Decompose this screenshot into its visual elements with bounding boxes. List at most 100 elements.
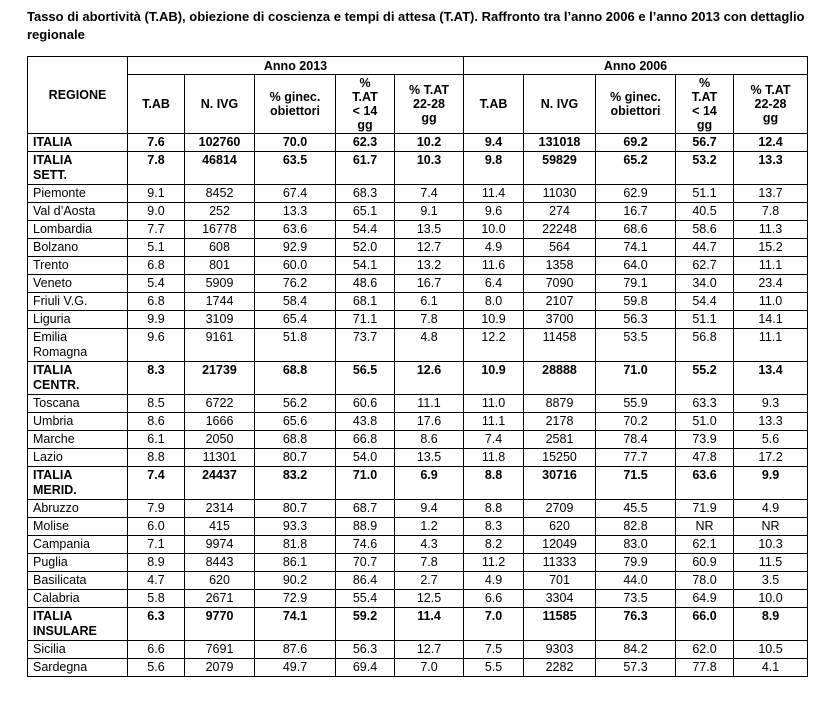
document-page: Tasso di abortività (T.AB), obiezione di… [27,9,809,677]
data-cell-2006-4: 11.5 [733,553,809,572]
data-cell-2013-2: 65.6 [254,412,336,431]
data-cell-2006-3: 77.8 [675,658,735,677]
region-cell: Calabria [27,589,128,608]
data-cell-2013-3: 71.1 [335,310,395,329]
column-header-2006-1: N. IVG [523,74,597,134]
region-cell: ITALIA SETT. [27,151,128,185]
data-cell-2013-3: 54.4 [335,220,395,239]
data-cell-2006-4: 17.2 [733,448,809,467]
data-cell-2013-2: 86.1 [254,553,336,572]
data-cell-2006-4: 9.3 [733,394,809,413]
region-cell: Marche [27,430,128,449]
data-cell-2013-3: 61.7 [335,151,395,185]
data-cell-2013-3: 69.4 [335,658,395,677]
data-cell-2006-3: 44.7 [675,238,735,257]
data-cell-2006-1: 11030 [523,184,597,203]
data-cell-2013-2: 68.8 [254,430,336,449]
data-cell-2013-0: 9.0 [127,202,185,221]
data-cell-2006-1: 15250 [523,448,597,467]
data-cell-2006-2: 71.0 [595,361,677,395]
data-cell-2013-4: 7.8 [393,553,465,572]
region-cell: Toscana [27,394,128,413]
data-cell-2006-4: 12.4 [733,133,809,152]
data-cell-2006-0: 4.9 [463,571,525,590]
data-cell-2006-3: 40.5 [675,202,735,221]
data-cell-2013-3: 86.4 [335,571,395,590]
data-cell-2013-0: 7.8 [127,151,185,185]
data-cell-2006-3: 62.0 [675,640,735,659]
data-cell-2006-4: 7.8 [733,202,809,221]
data-cell-2013-4: 6.9 [393,466,465,500]
data-cell-2006-3: 51.0 [675,412,735,431]
data-cell-2006-2: 79.9 [595,553,677,572]
data-cell-2006-3: 64.9 [675,589,735,608]
table-row: Liguria 9.9 3109 65.4 71.1 7.8 10.9 3700 56.3 51.… [27,310,809,329]
data-cell-2013-2: 63.6 [254,220,336,239]
data-cell-2013-1: 24437 [184,466,255,500]
region-column-header: REGIONE [27,56,128,134]
data-cell-2013-1: 2671 [184,589,255,608]
data-cell-2013-1: 102760 [184,133,255,152]
data-cell-2013-0: 7.4 [127,466,185,500]
region-cell: Puglia [27,553,128,572]
region-cell: Veneto [27,274,128,293]
data-cell-2013-2: 81.8 [254,535,336,554]
table-row: Sardegna 5.6 2079 49.7 69.4 7.0 5.5 2282 57.3 77.… [27,658,809,677]
data-cell-2013-4: 7.8 [393,310,465,329]
data-cell-2013-1: 11301 [184,448,255,467]
data-cell-2013-3: 43.8 [335,412,395,431]
data-cell-2006-0: 7.5 [463,640,525,659]
data-cell-2013-0: 7.9 [127,499,185,518]
data-cell-2013-0: 6.8 [127,292,185,311]
data-cell-2006-2: 73.5 [595,589,677,608]
data-cell-2013-2: 93.3 [254,517,336,536]
data-cell-2006-1: 7090 [523,274,597,293]
data-cell-2013-0: 8.5 [127,394,185,413]
data-cell-2006-3: 62.1 [675,535,735,554]
data-cell-2006-3: 73.9 [675,430,735,449]
data-cell-2006-0: 8.2 [463,535,525,554]
data-cell-2006-0: 7.0 [463,607,525,641]
data-cell-2006-0: 10.9 [463,361,525,395]
table-row: ITALIA MERID. 7.4 24437 83.2 71.0 6.9 8.8 30716… [27,466,809,500]
data-cell-2013-3: 56.3 [335,640,395,659]
region-cell: ITALIA MERID. [27,466,128,500]
data-cell-2006-3: 66.0 [675,607,735,641]
data-cell-2006-1: 2178 [523,412,597,431]
data-cell-2006-1: 564 [523,238,597,257]
data-cell-2006-2: 84.2 [595,640,677,659]
data-cell-2013-1: 252 [184,202,255,221]
data-cell-2013-2: 74.1 [254,607,336,641]
data-cell-2013-4: 7.0 [393,658,465,677]
region-cell: Piemonte [27,184,128,203]
column-header-2013-4: % T.AT 22-28 gg [393,74,465,134]
column-header-2013-2: % ginec. obiettori [254,74,336,134]
data-cell-2006-2: 68.6 [595,220,677,239]
table-row: ITALIA SETT. 7.8 46814 63.5 61.7 10.3 9.8 59829… [27,151,809,185]
data-cell-2013-3: 65.1 [335,202,395,221]
table-row: Val d’Aosta 9.0 252 13.3 65.1 9.1 9.6 274 16.7 40… [27,202,809,221]
table-row: Sicilia 6.6 7691 87.6 56.3 12.7 7.5 9303 84.2 62.… [27,640,809,659]
data-cell-2013-4: 4.3 [393,535,465,554]
data-cell-2013-0: 5.8 [127,589,185,608]
data-cell-2013-2: 83.2 [254,466,336,500]
data-cell-2013-2: 56.2 [254,394,336,413]
table-row: Piemonte 9.1 8452 67.4 68.3 7.4 11.4 11030 62.9 5… [27,184,809,203]
data-cell-2006-2: 64.0 [595,256,677,275]
data-cell-2006-0: 9.6 [463,202,525,221]
data-cell-2013-2: 13.3 [254,202,336,221]
data-cell-2006-4: NR [733,517,809,536]
data-cell-2013-4: 12.5 [393,589,465,608]
data-cell-2013-1: 9161 [184,328,255,362]
data-cell-2013-4: 7.4 [393,184,465,203]
data-cell-2013-0: 6.3 [127,607,185,641]
data-cell-2013-1: 46814 [184,151,255,185]
data-cell-2013-4: 16.7 [393,274,465,293]
data-cell-2013-3: 54.1 [335,256,395,275]
data-cell-2006-1: 11585 [523,607,597,641]
data-cell-2006-0: 11.8 [463,448,525,467]
column-header-2006-2: % ginec. obiettori [595,74,677,134]
data-cell-2006-1: 11333 [523,553,597,572]
data-cell-2013-3: 60.6 [335,394,395,413]
data-cell-2006-0: 6.4 [463,274,525,293]
